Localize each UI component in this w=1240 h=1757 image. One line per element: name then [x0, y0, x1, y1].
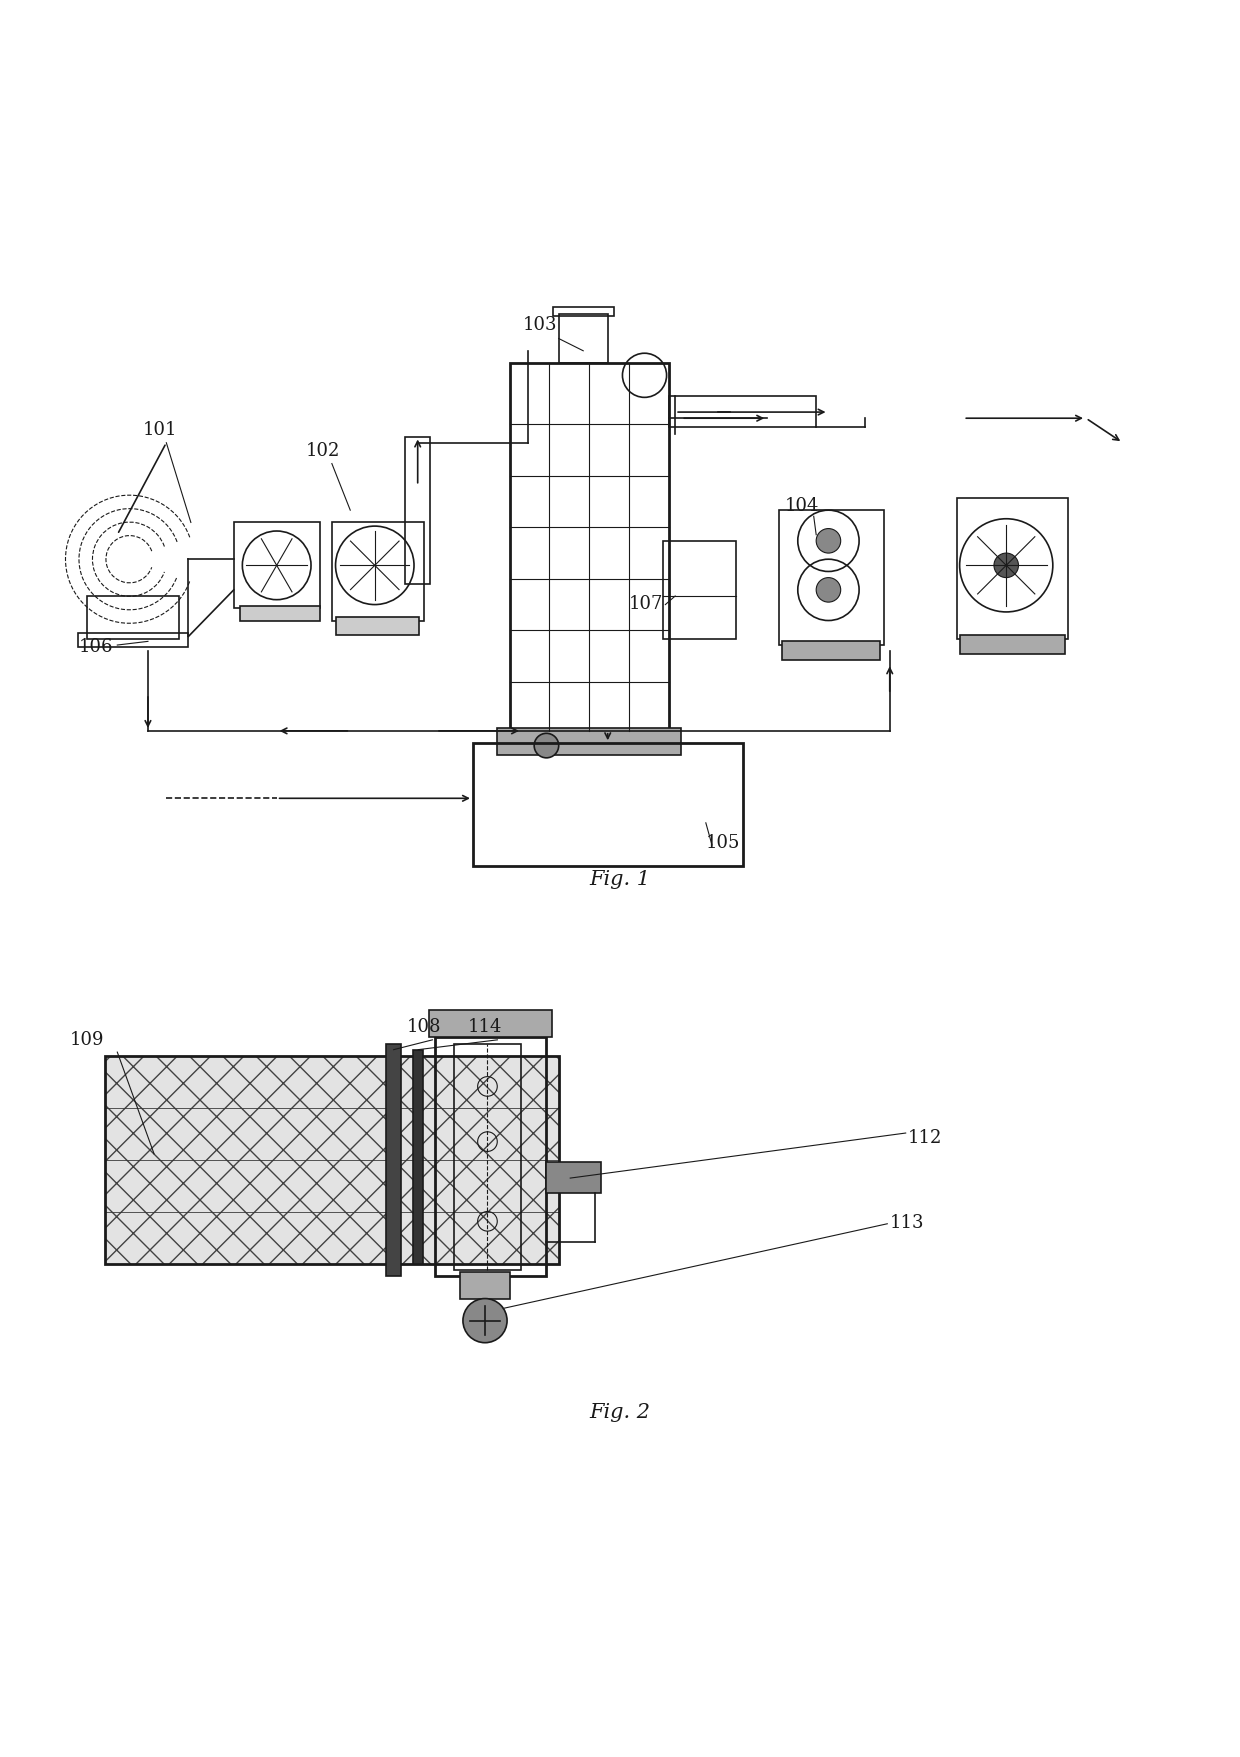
Text: Fig. 2: Fig. 2	[589, 1402, 651, 1421]
Bar	[239, 606, 320, 622]
Bar	[413, 1051, 423, 1265]
Text: 113: 113	[890, 1214, 924, 1232]
Bar	[78, 634, 188, 648]
Bar	[105, 1056, 559, 1109]
Bar	[559, 315, 608, 364]
Bar	[105, 1160, 559, 1212]
Bar	[960, 636, 1065, 654]
Bar	[460, 1272, 510, 1298]
Bar	[336, 617, 419, 636]
Text: 103: 103	[523, 316, 558, 334]
Bar	[429, 1010, 552, 1038]
Text: 107: 107	[629, 596, 663, 613]
Bar	[87, 597, 179, 640]
Circle shape	[994, 553, 1018, 578]
Bar	[472, 743, 743, 866]
Text: 112: 112	[908, 1128, 942, 1146]
Bar	[780, 511, 884, 645]
Bar	[105, 1109, 559, 1160]
Circle shape	[816, 529, 841, 553]
Bar	[105, 1056, 559, 1265]
Bar	[454, 1044, 521, 1270]
Bar	[553, 307, 614, 318]
Text: 114: 114	[467, 1017, 502, 1035]
Bar	[782, 641, 880, 661]
Bar	[234, 524, 320, 610]
Bar	[546, 1163, 601, 1193]
Bar	[405, 437, 430, 585]
Bar	[435, 1038, 546, 1277]
Bar	[332, 524, 424, 622]
Text: 101: 101	[143, 422, 177, 439]
Bar	[510, 364, 670, 731]
Circle shape	[534, 734, 559, 759]
Bar	[957, 499, 1068, 640]
Bar	[387, 1044, 401, 1277]
Bar	[663, 541, 737, 640]
Text: 108: 108	[407, 1017, 441, 1035]
Circle shape	[463, 1298, 507, 1342]
Text: 102: 102	[306, 441, 341, 460]
Text: 106: 106	[79, 638, 114, 655]
Bar	[497, 729, 681, 756]
Text: Fig. 1: Fig. 1	[589, 870, 651, 889]
Circle shape	[816, 578, 841, 603]
Bar	[670, 397, 816, 427]
Text: 105: 105	[706, 835, 740, 852]
Text: 109: 109	[69, 1030, 104, 1047]
Text: 104: 104	[784, 497, 818, 515]
Bar	[105, 1212, 559, 1265]
